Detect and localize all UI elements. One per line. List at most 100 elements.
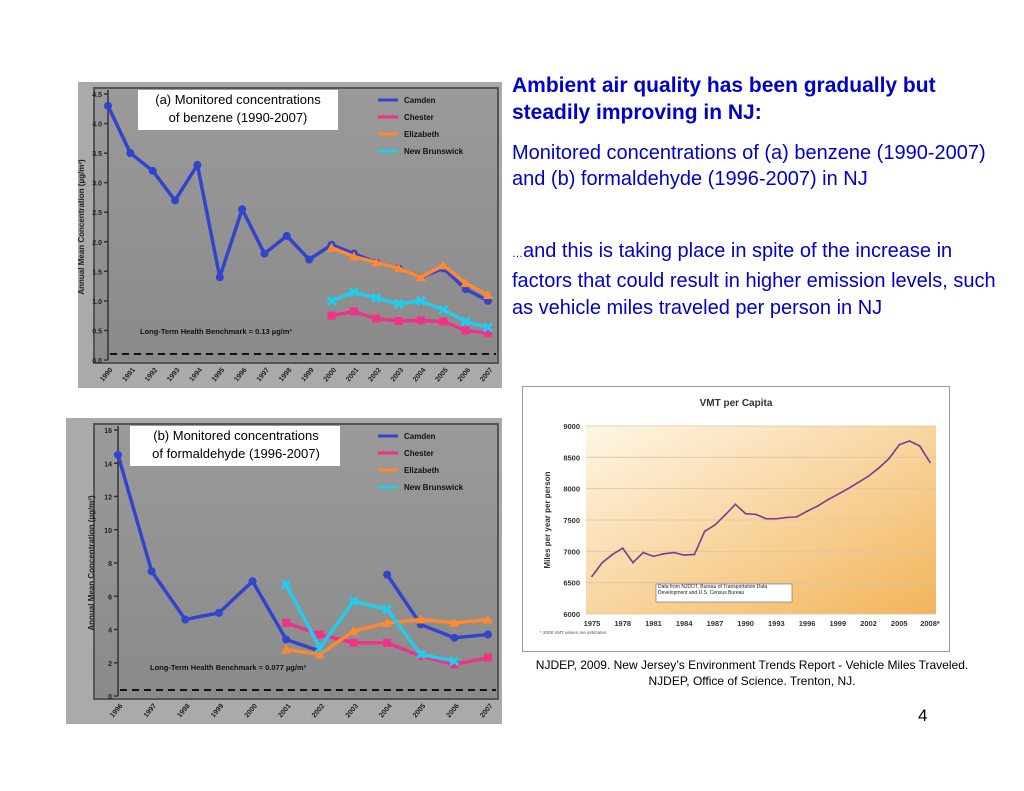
benzene-point-camden <box>282 231 291 240</box>
vmt-point <box>929 461 931 464</box>
formaldehyde-point-elizabeth <box>382 617 393 627</box>
vmt-xtick-label: 2005 <box>891 619 908 628</box>
vmt-xtick-label: 1975 <box>584 619 601 628</box>
formaldehyde-caption-line1: (b) Monitored concentrations <box>153 428 319 443</box>
vmt-y-axis-label: Miles per year per person <box>543 471 552 568</box>
benzene-ytick-label: 1.5 <box>92 269 102 276</box>
benzene-caption-line2: of benzene (1990-2007) <box>169 110 308 125</box>
benzene-plot-area <box>93 87 499 364</box>
benzene-point-elizabeth <box>348 251 359 261</box>
vmt-point <box>744 512 747 515</box>
benzene-point-chester <box>461 326 470 335</box>
vmt-point <box>724 514 727 516</box>
vmt-ytick-label: 7500 <box>563 516 580 525</box>
benzene-point-chester <box>416 316 425 325</box>
vmt-point <box>775 517 778 520</box>
vmt-point <box>734 503 737 506</box>
formaldehyde-caption-box <box>130 426 340 466</box>
formaldehyde-point-camden <box>450 633 459 642</box>
vmt-point <box>662 552 665 555</box>
benzene-ytick-label: 0.5 <box>92 328 102 335</box>
formaldehyde-y-axis-label: Annual Mean Concentration (µg/m³) <box>87 495 96 631</box>
vmt-point <box>632 561 634 564</box>
slide-subheading: Monitored concentrations of (a) benzene … <box>512 142 986 190</box>
benzene-point-new_brunswick <box>482 322 494 333</box>
vmt-point <box>601 561 604 564</box>
benzene-series-line-elizabeth <box>330 246 489 297</box>
vmt-ytick-label: 7000 <box>563 547 580 556</box>
formaldehyde-point-camden <box>282 635 291 644</box>
benzene-point-chester <box>439 317 448 326</box>
vmt-xtick-label: 1999 <box>829 619 846 628</box>
vmt-xtick-label: 2008* <box>920 619 940 628</box>
vmt-point <box>703 530 706 533</box>
formaldehyde-chart: (b) Monitored concentrations of formalde… <box>66 418 502 724</box>
formaldehyde-legend-label-chester: Chester <box>404 449 434 458</box>
benzene-ytick-label: 2.0 <box>92 240 102 247</box>
vmt-point <box>826 499 829 501</box>
benzene-chart-panel: (a) Monitored concentrations of benzene … <box>77 82 502 388</box>
vmt-point <box>816 505 819 508</box>
formaldehyde-point-new_brunswick <box>314 642 325 653</box>
vmt-point <box>806 510 808 513</box>
vmt-point <box>693 553 696 556</box>
vmt-point <box>714 524 716 526</box>
formaldehyde-ytick-label: 4 <box>108 628 112 635</box>
vmt-point <box>836 493 839 496</box>
vmt-source-note-text: Data from NJDOT, Bureau of Transportatio… <box>658 584 768 596</box>
formaldehyde-ytick-label: 16 <box>104 428 112 435</box>
vmt-point <box>765 517 768 520</box>
vmt-xtick-label: 1981 <box>645 619 662 628</box>
benzene-legend-label-chester: Chester <box>404 113 434 122</box>
benzene-point-camden <box>215 273 224 282</box>
benzene-point-chester <box>484 329 492 338</box>
formaldehyde-series-line-new_brunswick <box>284 583 455 663</box>
vmt-ytick-label: 8000 <box>563 485 580 494</box>
vmt-point <box>754 513 757 516</box>
vmt-point <box>621 547 624 550</box>
benzene-ytick-label: 3.0 <box>92 181 102 188</box>
vmt-xtick-label: 1984 <box>676 619 694 628</box>
formaldehyde-point-elizabeth <box>348 626 359 636</box>
benzene-point-new_brunswick <box>393 298 404 309</box>
benzene-point-camden <box>193 160 202 169</box>
vmt-point <box>877 467 880 469</box>
vmt-point <box>867 475 870 478</box>
benzene-point-chester <box>372 314 381 323</box>
vmt-point <box>888 457 890 460</box>
vmt-series-line <box>591 440 931 577</box>
benzene-ytick-label: 0.0 <box>92 358 102 365</box>
slide-body: …and this is taking place in spite of th… <box>512 238 1012 322</box>
benzene-point-new_brunswick <box>415 295 427 306</box>
vmt-source-note-box <box>655 583 793 603</box>
formaldehyde-point-new_brunswick <box>281 579 292 590</box>
benzene-ytick-label: 2.5 <box>92 210 102 217</box>
body-text: and this is taking place in spite of the… <box>512 240 996 319</box>
benzene-point-chester <box>327 311 336 320</box>
formaldehyde-point-chester <box>282 618 291 627</box>
benzene-point-camden <box>104 101 112 110</box>
vmt-chart-title: VMT per Capita <box>700 398 773 409</box>
benzene-chart: (a) Monitored concentrations of benzene … <box>77 82 502 388</box>
benzene-point-camden <box>126 149 135 158</box>
benzene-legend-label-camden: Camden <box>404 96 436 105</box>
benzene-point-elizabeth <box>326 242 337 252</box>
benzene-point-new_brunswick <box>348 286 359 298</box>
formaldehyde-legend-label-camden: Camden <box>404 432 436 441</box>
formaldehyde-point-elizabeth <box>415 614 426 624</box>
benzene-point-chester <box>349 307 358 316</box>
formaldehyde-point-camden <box>147 567 156 576</box>
vmt-point <box>673 551 675 554</box>
formaldehyde-ytick-label: 14 <box>104 461 112 468</box>
formaldehyde-point-camden <box>181 615 190 624</box>
vmt-point <box>642 551 645 554</box>
formaldehyde-legend-label-elizabeth: Elizabeth <box>404 466 439 475</box>
vmt-point <box>611 553 614 556</box>
vmt-ytick-label: 6500 <box>563 579 580 588</box>
benzene-point-camden <box>148 166 157 175</box>
benzene-point-elizabeth <box>438 260 449 270</box>
formaldehyde-point-chester <box>383 638 392 647</box>
vmt-xtick-label: 1996 <box>799 619 816 628</box>
formaldehyde-ytick-label: 10 <box>104 528 112 535</box>
benzene-ytick-label: 3.5 <box>92 151 102 158</box>
